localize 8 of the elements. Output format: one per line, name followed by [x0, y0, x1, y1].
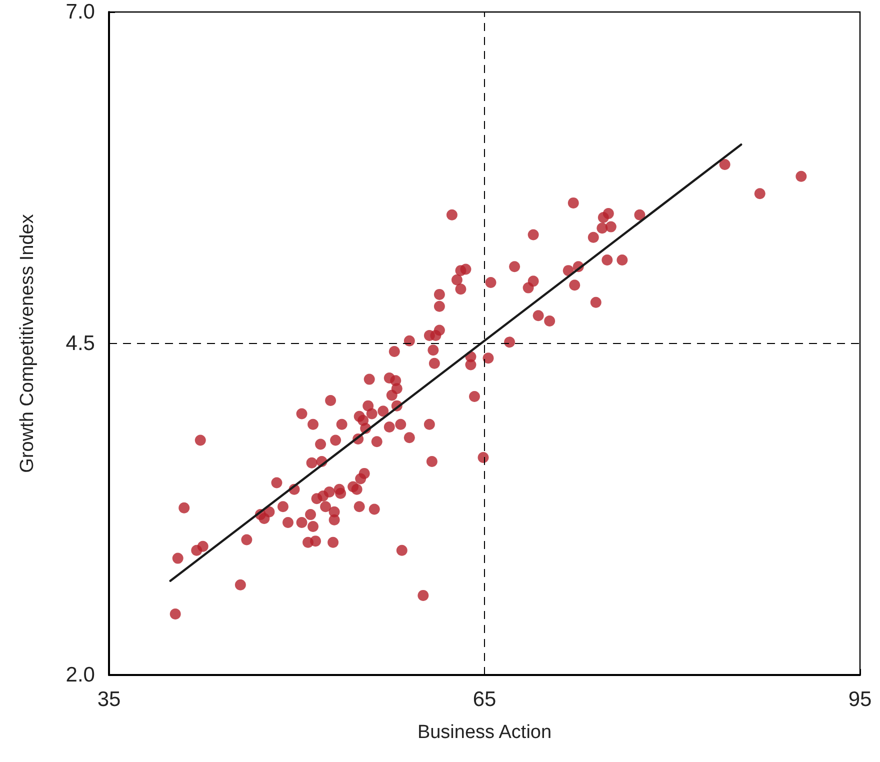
x-axis-title: Business Action	[417, 722, 552, 743]
x-tick-label: 65	[472, 688, 496, 711]
y-tick-label: 4.5	[66, 332, 95, 355]
x-tick-label: 35	[97, 688, 121, 711]
x-tick-label: 95	[848, 688, 872, 711]
y-tick-label: 7.0	[66, 0, 95, 24]
y-tick-label: 2.0	[66, 664, 95, 686]
y-axis-title: Growth Competitiveness Index	[17, 214, 38, 473]
